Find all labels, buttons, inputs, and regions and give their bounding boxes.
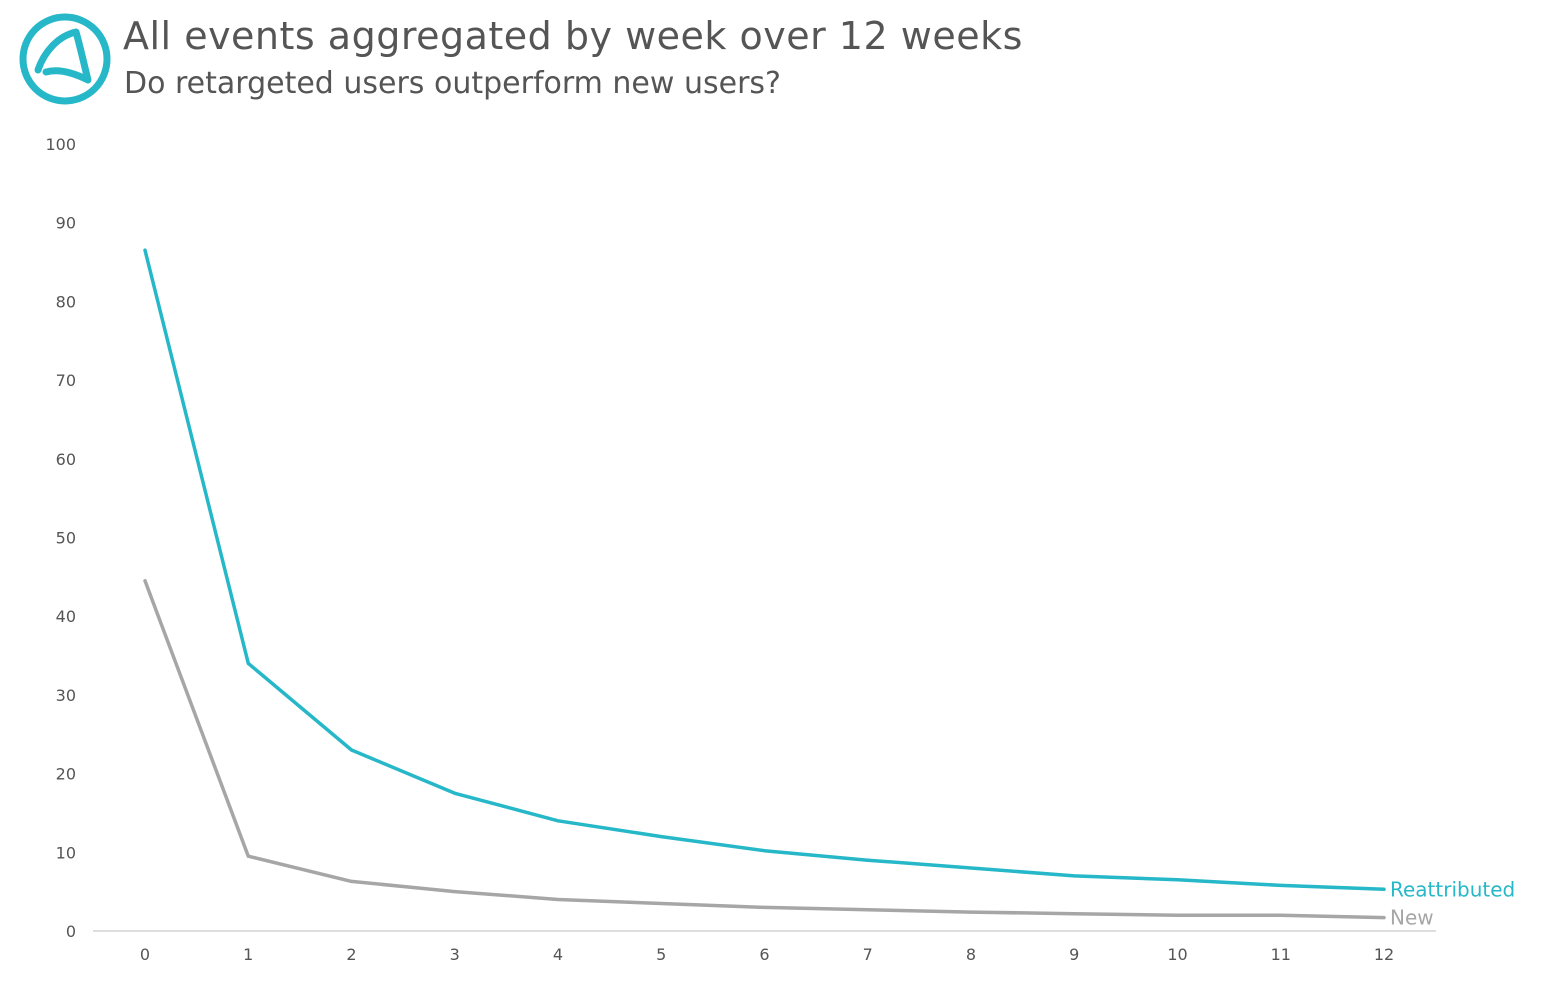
- chart-subtitle: Do retargeted users outperform new users…: [124, 66, 781, 101]
- data-point-reattributed: [453, 791, 457, 795]
- data-point-new: [763, 905, 766, 909]
- data-point-new: [866, 908, 870, 912]
- x-tick-label: 12: [1374, 945, 1394, 964]
- y-tick-label: 30: [56, 686, 76, 705]
- y-tick-label: 70: [56, 371, 76, 390]
- adjust-logo-icon: [19, 13, 111, 105]
- data-point-reattributed: [763, 849, 766, 853]
- y-tick-label: 0: [66, 922, 76, 941]
- y-tick-label: 20: [56, 765, 76, 784]
- data-point-reattributed: [659, 835, 663, 839]
- y-tick-label: 80: [56, 292, 76, 311]
- data-point-reattributed: [1382, 887, 1386, 891]
- data-point-new: [969, 910, 973, 914]
- chart-title: All events aggregated by week over 12 we…: [123, 14, 1023, 58]
- y-tick-label: 60: [56, 450, 76, 469]
- data-point-new: [143, 579, 147, 583]
- series-line-new: [143, 579, 1386, 920]
- x-tick-label: 5: [656, 945, 666, 964]
- data-point-new: [1279, 913, 1283, 917]
- data-point-reattributed: [1176, 878, 1179, 882]
- data-point-reattributed: [1072, 874, 1076, 878]
- y-tick-label: 50: [56, 529, 76, 548]
- x-tick-label: 7: [863, 945, 873, 964]
- x-tick-label: 10: [1167, 945, 1187, 964]
- x-tick-label: 11: [1271, 945, 1291, 964]
- x-tick-label: 1: [243, 945, 253, 964]
- series-label-reattributed: Reattributed: [1390, 877, 1515, 901]
- series-line-reattributed: [143, 248, 1386, 892]
- x-tick-label: 6: [759, 945, 769, 964]
- data-point-new: [350, 879, 353, 883]
- x-tick-label: 8: [966, 945, 976, 964]
- x-tick-label: 0: [140, 945, 150, 964]
- data-point-new: [246, 854, 250, 858]
- series-label-new: New: [1390, 906, 1434, 930]
- x-tick-label: 2: [346, 945, 356, 964]
- x-tick-label: 4: [553, 945, 563, 964]
- x-tick-label: 3: [450, 945, 460, 964]
- data-point-reattributed: [350, 748, 353, 752]
- data-point-new: [1072, 912, 1076, 916]
- data-point-reattributed: [556, 819, 560, 823]
- data-point-reattributed: [143, 248, 147, 252]
- data-point-new: [453, 890, 457, 894]
- y-tick-label: 90: [56, 214, 76, 233]
- data-point-reattributed: [1279, 883, 1283, 887]
- y-tick-label: 100: [45, 135, 76, 154]
- data-point-new: [1382, 916, 1386, 920]
- x-tick-label: 9: [1069, 945, 1079, 964]
- data-point-new: [659, 901, 663, 905]
- y-tick-label: 40: [56, 607, 76, 626]
- data-point-new: [556, 898, 560, 902]
- data-point-reattributed: [969, 866, 973, 870]
- data-point-reattributed: [246, 661, 250, 665]
- data-point-reattributed: [866, 858, 870, 862]
- data-point-new: [1176, 913, 1179, 917]
- y-tick-label: 10: [56, 843, 76, 862]
